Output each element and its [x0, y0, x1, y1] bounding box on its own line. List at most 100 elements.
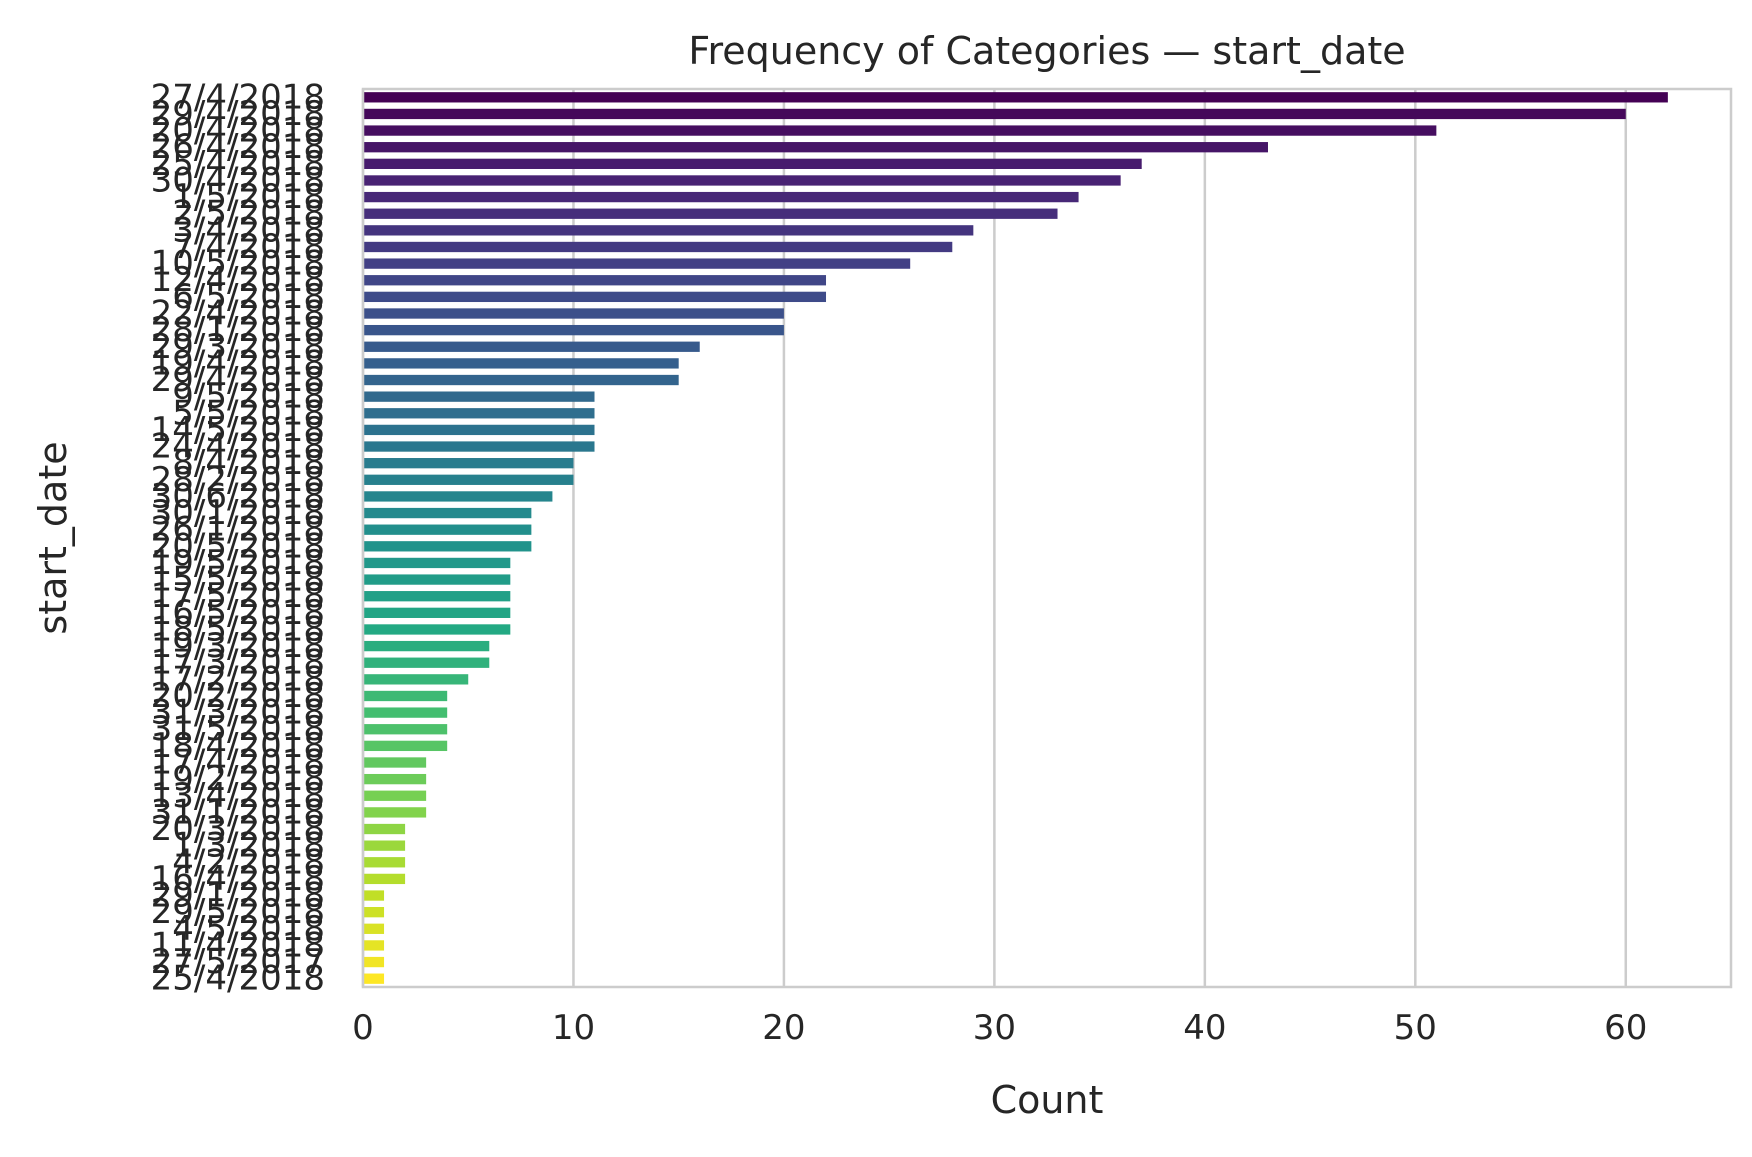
bar [363, 175, 1121, 186]
bar [363, 724, 448, 735]
y-tick-label: 20/4/2018 [151, 111, 325, 151]
bar [363, 557, 511, 569]
bar [363, 291, 827, 303]
y-tick-label: 6/5/2018 [172, 277, 325, 317]
bar [363, 807, 427, 818]
y-axis-label: start_date [31, 441, 75, 634]
bar [363, 674, 469, 685]
bar [363, 907, 385, 918]
y-tick-label: 20/2/2018 [151, 676, 325, 716]
y-tick-label: 25/4/2018 [151, 959, 325, 999]
bar [363, 973, 385, 984]
bar [363, 690, 448, 702]
y-tick-label: 8/4/2018 [172, 443, 325, 483]
y-tick-label: 14/5/2018 [151, 410, 325, 450]
bars [363, 92, 1668, 984]
y-tick-label: 10/5/2018 [151, 244, 325, 284]
y-tick-label: 17/5/2018 [151, 576, 325, 616]
y-tick-label: 16/4/2018 [151, 859, 325, 899]
y-tick-label: 29/4/2018 [151, 360, 325, 400]
y-tick-label: 28/2/2018 [151, 460, 325, 500]
bar [363, 507, 532, 519]
bar [363, 92, 1668, 103]
bar [363, 657, 490, 668]
bar [363, 574, 511, 585]
y-tick-label: 16/5/2018 [151, 593, 325, 633]
bar [363, 923, 385, 934]
bar [363, 308, 784, 319]
y-tick-label: 20/3/2018 [151, 809, 325, 849]
bar [363, 324, 784, 336]
y-tick-label: 22/4/2018 [151, 294, 325, 334]
x-tick-labels: 0 10 20 30 40 50 60 [352, 1008, 1647, 1048]
y-tick-label: 30/4/2018 [151, 160, 325, 200]
y-tick-label: 18/5/2018 [151, 609, 325, 649]
plot-frame [361, 87, 1733, 989]
y-tick-label: 11/4/2018 [151, 925, 325, 965]
bar [363, 441, 595, 452]
y-tick-label: 20/5/2018 [151, 526, 325, 566]
y-tick-label: 17/4/2018 [151, 743, 325, 783]
y-tick-label: 27/4/2018 [151, 77, 325, 117]
y-tick-label: 7/4/2018 [172, 227, 325, 267]
bar [363, 740, 448, 752]
y-tick-label: 4/5/2018 [172, 909, 325, 949]
bar [363, 890, 385, 901]
bar [363, 840, 406, 851]
x-tick-label: 60 [1604, 1008, 1647, 1048]
bar [363, 873, 406, 885]
bar [363, 940, 385, 951]
y-tick-label: 27/5/2017 [151, 942, 325, 982]
y-tick-label: 31/3/2018 [151, 693, 325, 733]
y-tick-label: 9/5/2018 [172, 377, 325, 417]
y-tick-label: 30/1/2018 [151, 493, 325, 533]
bar [363, 275, 827, 286]
bar [363, 956, 385, 968]
y-tick-labels: 27/4/201829/4/201820/4/201826/4/201825/4… [151, 77, 325, 998]
bar [363, 790, 427, 801]
y-tick-label: 29/5/2018 [151, 892, 325, 932]
bar [363, 391, 595, 402]
y-tick-label: 19/4/2018 [151, 343, 325, 383]
bar [363, 258, 911, 269]
y-tick-label: 28/1/2018 [151, 310, 325, 350]
y-tick-label: 18/4/2018 [151, 726, 325, 766]
y-tick-label: 13/4/2018 [151, 776, 325, 816]
y-tick-label: 19/2/2018 [151, 759, 325, 799]
y-tick-label: 4/2/2018 [172, 842, 325, 882]
bar [363, 607, 511, 618]
bar [363, 341, 700, 352]
y-tick-label: 2/5/2018 [172, 194, 325, 234]
y-tick-label: 1/3/2018 [172, 826, 325, 866]
y-tick-label: 15/5/2018 [151, 560, 325, 600]
y-tick-label: 30/6/2018 [151, 476, 325, 516]
bar [363, 624, 511, 635]
bar [363, 823, 406, 835]
y-tick-label: 26/1/2018 [151, 510, 325, 550]
y-tick-label: 3/4/2018 [172, 210, 325, 250]
y-tick-label: 29/3/2018 [151, 327, 325, 367]
bar [363, 458, 574, 469]
bar [363, 707, 448, 718]
x-axis-label: Count [991, 1078, 1104, 1122]
y-tick-label: 25/4/2018 [151, 144, 325, 184]
chart-title: Frequency of Categories — start_date [688, 29, 1405, 73]
y-tick-label: 29/4/2018 [151, 94, 325, 134]
x-tick-label: 40 [1183, 1008, 1226, 1048]
y-tick-label: 17/3/2018 [151, 643, 325, 683]
y-tick-label: 12/4/2018 [151, 260, 325, 300]
x-tick-label: 10 [552, 1008, 595, 1048]
bar [363, 158, 1142, 169]
grid-lines [361, 89, 1628, 987]
bar [363, 191, 1079, 203]
y-tick-label: 1/5/2018 [172, 177, 325, 217]
y-tick-label: 19/5/2018 [151, 543, 325, 583]
y-tick-label: 31/5/2018 [151, 709, 325, 749]
bar [363, 225, 974, 236]
bar [363, 424, 595, 436]
x-tick-label: 0 [352, 1008, 374, 1048]
bar [363, 358, 679, 369]
bar [363, 208, 1058, 219]
y-tick-label: 19/3/2018 [151, 626, 325, 666]
